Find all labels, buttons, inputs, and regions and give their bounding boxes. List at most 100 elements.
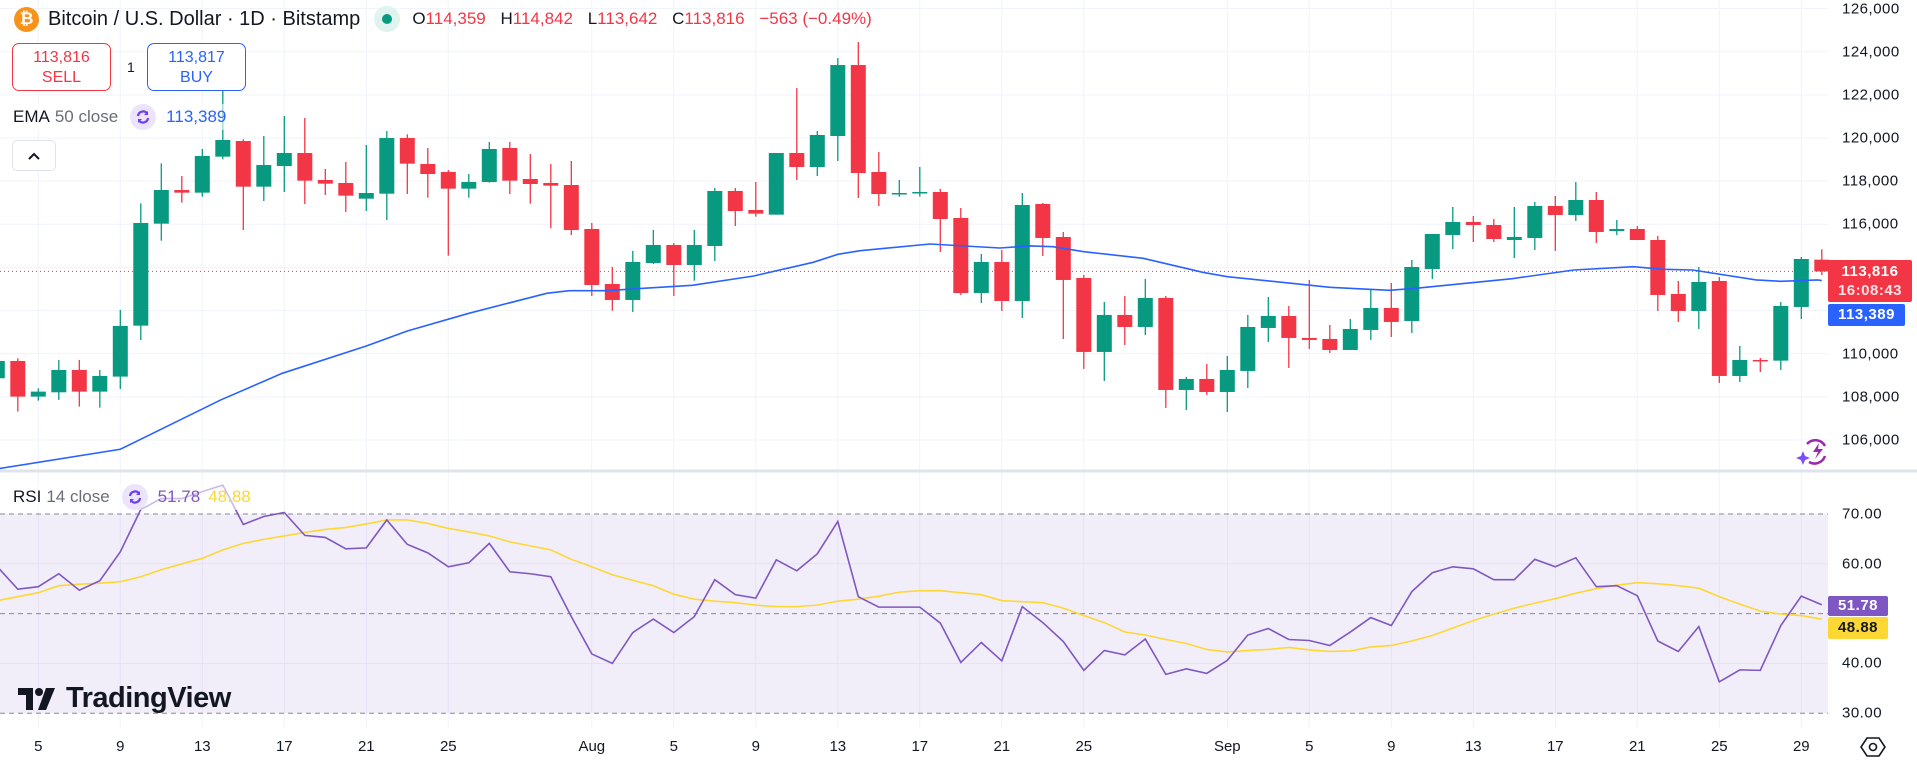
candle <box>153 163 169 241</box>
candle-body <box>543 182 559 186</box>
chevron-up-icon <box>28 152 40 160</box>
candle-body <box>768 153 784 215</box>
candle-body <box>1588 199 1604 232</box>
candle-body <box>871 171 887 194</box>
candle-body <box>1117 314 1133 327</box>
candle <box>1629 225 1645 240</box>
candle <box>1588 191 1604 243</box>
candle <box>92 369 108 408</box>
time-axis-label: 21 <box>357 738 375 755</box>
candle-body <box>1096 314 1112 352</box>
candle-body <box>1199 378 1215 392</box>
candle <box>1035 202 1051 256</box>
candle-body <box>1342 328 1358 350</box>
candle <box>625 250 641 312</box>
market-open-status-icon[interactable] <box>374 6 401 32</box>
candle <box>686 229 702 281</box>
candle-body <box>92 375 108 392</box>
tradingview-logo-icon <box>18 687 55 710</box>
chart-settings-button[interactable] <box>1860 736 1886 763</box>
candle-body <box>1158 297 1174 390</box>
candle <box>1137 278 1153 335</box>
price-axis-label: 124,000 <box>1842 43 1900 61</box>
candle <box>420 148 436 198</box>
candle-body <box>789 153 805 168</box>
collapse-legend-button[interactable] <box>12 140 56 171</box>
ema-legend[interactable]: EMA 50 close 113,389 <box>13 104 227 130</box>
close-value: 113,816 <box>684 9 745 28</box>
candle-body <box>666 244 682 265</box>
candle-body <box>1219 369 1235 392</box>
time-axis-label: 13 <box>829 738 847 755</box>
candle-body <box>133 222 149 326</box>
candle <box>194 149 210 197</box>
candle-body <box>1322 338 1338 350</box>
change-value: −563 (−0.49%) <box>759 9 872 28</box>
candle <box>1650 235 1666 311</box>
time-axis-label: 9 <box>116 738 125 755</box>
candle <box>707 188 723 261</box>
candle <box>1404 259 1420 333</box>
time-axis-label: 5 <box>669 738 678 755</box>
candle <box>1445 207 1461 250</box>
candle <box>1281 305 1297 368</box>
price-axis-label: 118,000 <box>1842 172 1899 190</box>
candle-body <box>707 190 723 246</box>
candle-body <box>502 148 518 181</box>
candle-body <box>235 140 251 187</box>
time-axis-label: 5 <box>34 738 43 755</box>
price-axis-label: 108,000 <box>1842 388 1900 406</box>
candle-body <box>1609 228 1625 231</box>
candle-body <box>973 261 989 293</box>
candle-body <box>1814 259 1830 272</box>
candle <box>1117 295 1133 345</box>
candle-body <box>953 218 969 293</box>
candle <box>666 243 682 296</box>
candle-body <box>604 283 620 300</box>
candle <box>358 145 374 211</box>
candle <box>1486 218 1502 242</box>
candle-body <box>1240 326 1256 371</box>
candle-body <box>10 360 26 397</box>
candle <box>440 170 456 256</box>
candle-body <box>481 149 497 183</box>
candle <box>1506 207 1522 258</box>
rsi-legend[interactable]: RSI 14 close 51.78 48.88 <box>13 484 251 510</box>
rsi-legend-name: RSI <box>13 487 42 506</box>
rsi-legend-value: 51.78 <box>157 487 201 506</box>
order-quantity[interactable]: 1 <box>127 59 135 75</box>
ema-legend-name: EMA <box>13 107 50 126</box>
candle <box>1240 314 1256 388</box>
candle-body <box>850 65 866 174</box>
rsi-axis-label: 60.00 <box>1842 555 1883 573</box>
sync-icon[interactable] <box>121 484 148 510</box>
tradingview-logo[interactable]: TradingView <box>18 682 231 715</box>
sell-label: SELL <box>41 69 82 86</box>
candle-body <box>809 135 825 168</box>
sell-button[interactable]: 113,816 SELL <box>12 43 111 91</box>
candle-body <box>1793 258 1809 307</box>
time-axis-label: 13 <box>1464 738 1482 755</box>
candle-body <box>645 244 661 263</box>
sync-icon[interactable] <box>130 104 157 130</box>
candle <box>174 176 190 203</box>
candle-body <box>1691 281 1707 311</box>
candle <box>0 360 5 379</box>
candle <box>10 358 26 412</box>
symbol-title[interactable]: Bitcoin / U.S. Dollar · 1D · Bitstamp <box>48 7 361 30</box>
time-axis-label: 29 <box>1792 738 1810 755</box>
candle <box>1691 266 1707 329</box>
ai-assistant-icon[interactable] <box>1795 434 1827 471</box>
candle-body <box>1424 233 1440 269</box>
candle <box>297 118 313 205</box>
candle <box>522 154 538 204</box>
candle-body <box>461 182 477 189</box>
candle <box>727 188 743 226</box>
buy-button[interactable]: 113,817 BUY <box>147 43 246 91</box>
low-value: 113,642 <box>597 9 658 28</box>
time-axis-label: 17 <box>1546 738 1564 755</box>
time-axis-label: 25 <box>439 738 457 755</box>
candle <box>1301 279 1317 349</box>
candle <box>1670 280 1686 322</box>
